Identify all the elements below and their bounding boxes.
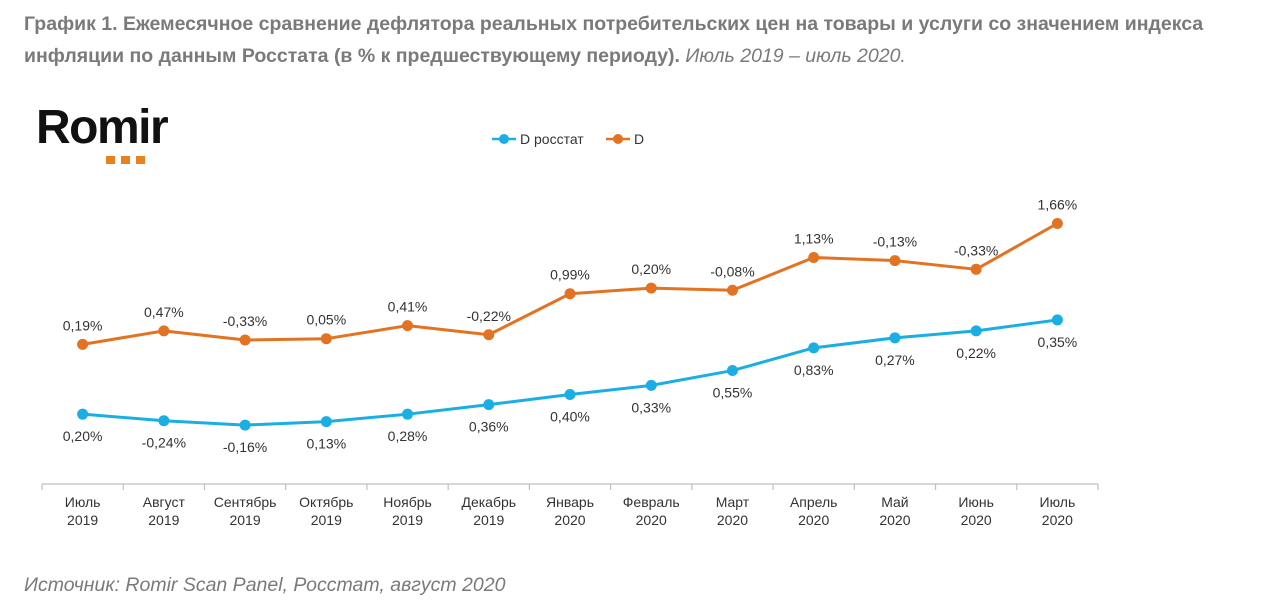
x-tick-label-month: Январь	[546, 494, 594, 510]
series-point-1	[889, 255, 901, 267]
data-label-0: 0,20%	[63, 428, 103, 444]
data-label-1: -0,13%	[873, 234, 917, 250]
series-point-0	[483, 399, 495, 411]
x-tick-label-year: 2019	[229, 512, 260, 528]
x-tick-label-year: 2019	[311, 512, 342, 528]
data-label-1: -0,33%	[223, 313, 267, 329]
series-point-1	[402, 320, 414, 332]
x-tick-label-month: Декабрь	[461, 494, 516, 510]
data-label-0: 0,40%	[550, 409, 590, 425]
series-point-0	[77, 408, 89, 420]
chart-title: График 1. Ежемесячное сравнение дефлятор…	[24, 8, 1264, 72]
data-label-0: 0,83%	[794, 362, 834, 378]
data-label-1: 1,13%	[794, 231, 834, 247]
series-point-0	[158, 415, 170, 427]
series-point-1	[726, 284, 738, 296]
series-point-1	[564, 288, 576, 300]
x-tick-label-year: 2020	[1042, 512, 1073, 528]
data-label-0: 0,35%	[1038, 334, 1078, 350]
romir-logo-dots	[106, 156, 145, 164]
x-tick-label-year: 2020	[879, 512, 910, 528]
line-chart: Июль 2019 Август 2019 Сентябрь 2019 Октябрь 201…	[41, 131, 1099, 528]
series-point-0	[320, 416, 332, 428]
series-point-1	[239, 334, 251, 346]
data-label-0: 0,22%	[956, 345, 996, 361]
series-point-0	[1051, 314, 1063, 326]
series-point-1	[77, 338, 89, 350]
legend-entry-0: D росстат	[520, 131, 584, 147]
series-point-0	[564, 389, 576, 401]
series-point-0	[645, 379, 657, 391]
x-tick-label-month: Апрель	[790, 494, 838, 510]
x-tick-label-month: Март	[716, 494, 750, 510]
data-label-1: 0,47%	[144, 304, 184, 320]
legend-marker-1	[613, 134, 623, 144]
x-tick-label-year: 2020	[961, 512, 992, 528]
data-label-1: 0,05%	[306, 312, 346, 328]
x-tick-label-year: 2019	[473, 512, 504, 528]
legend-entry-1: D	[634, 131, 644, 147]
data-label-1: -0,33%	[954, 242, 998, 258]
series-point-1	[158, 325, 170, 337]
series-point-1	[320, 333, 332, 345]
series-point-1	[970, 263, 982, 275]
data-label-1: -0,22%	[467, 308, 511, 324]
x-tick-label-year: 2019	[148, 512, 179, 528]
series-point-0	[808, 342, 820, 354]
data-label-0: 0,33%	[631, 399, 671, 415]
series-point-1	[1051, 217, 1063, 229]
x-tick-label-month: Октябрь	[299, 494, 353, 510]
data-label-0: 0,27%	[875, 352, 915, 368]
series-point-1	[483, 329, 495, 341]
data-label-1: 0,99%	[550, 267, 590, 283]
x-tick-label-month: Июль	[1040, 494, 1076, 510]
x-tick-label-year: 2020	[554, 512, 585, 528]
data-label-0: 0,36%	[469, 419, 509, 435]
x-tick-label-month: Сентябрь	[214, 494, 277, 510]
series-point-0	[239, 419, 251, 431]
x-tick-label-month: Июль	[65, 494, 101, 510]
data-label-0: 0,28%	[388, 428, 428, 444]
data-label-1: 0,41%	[388, 299, 428, 315]
x-tick-label-month: Май	[881, 494, 908, 510]
series-point-1	[645, 282, 657, 294]
data-label-0: 0,55%	[713, 385, 753, 401]
x-tick-label-year: 2019	[392, 512, 423, 528]
x-tick-label-year: 2019	[67, 512, 98, 528]
legend-marker-0	[499, 134, 509, 144]
series-point-0	[970, 325, 982, 337]
x-tick-label-month: Август	[143, 494, 186, 510]
x-tick-label-month: Февраль	[623, 494, 680, 510]
romir-logo: Romir	[36, 104, 206, 168]
series-point-0	[889, 332, 901, 344]
series-point-1	[808, 252, 820, 264]
source-note: Источник: Romir Scan Panel, Росстат, авг…	[24, 574, 506, 596]
data-label-1: 1,66%	[1038, 196, 1078, 212]
x-tick-label-year: 2020	[717, 512, 748, 528]
data-label-0: -0,24%	[142, 435, 186, 451]
data-label-1: -0,08%	[710, 263, 754, 279]
data-label-1: 0,19%	[63, 317, 103, 333]
chart-title-main: График 1. Ежемесячное сравнение дефлятор…	[24, 13, 1204, 67]
chart-title-period: Июль 2019 – июль 2020.	[685, 45, 906, 67]
data-label-1: 0,20%	[631, 261, 671, 277]
data-label-0: 0,13%	[306, 436, 346, 452]
x-tick-label-month: Ноябрь	[383, 494, 432, 510]
x-tick-label-year: 2020	[798, 512, 829, 528]
x-tick-label-year: 2020	[636, 512, 667, 528]
series-point-0	[726, 365, 738, 377]
series-point-0	[402, 408, 414, 420]
romir-logo-text: Romir	[36, 101, 169, 154]
data-label-0: -0,16%	[223, 439, 267, 455]
x-tick-label-month: Июнь	[958, 494, 994, 510]
